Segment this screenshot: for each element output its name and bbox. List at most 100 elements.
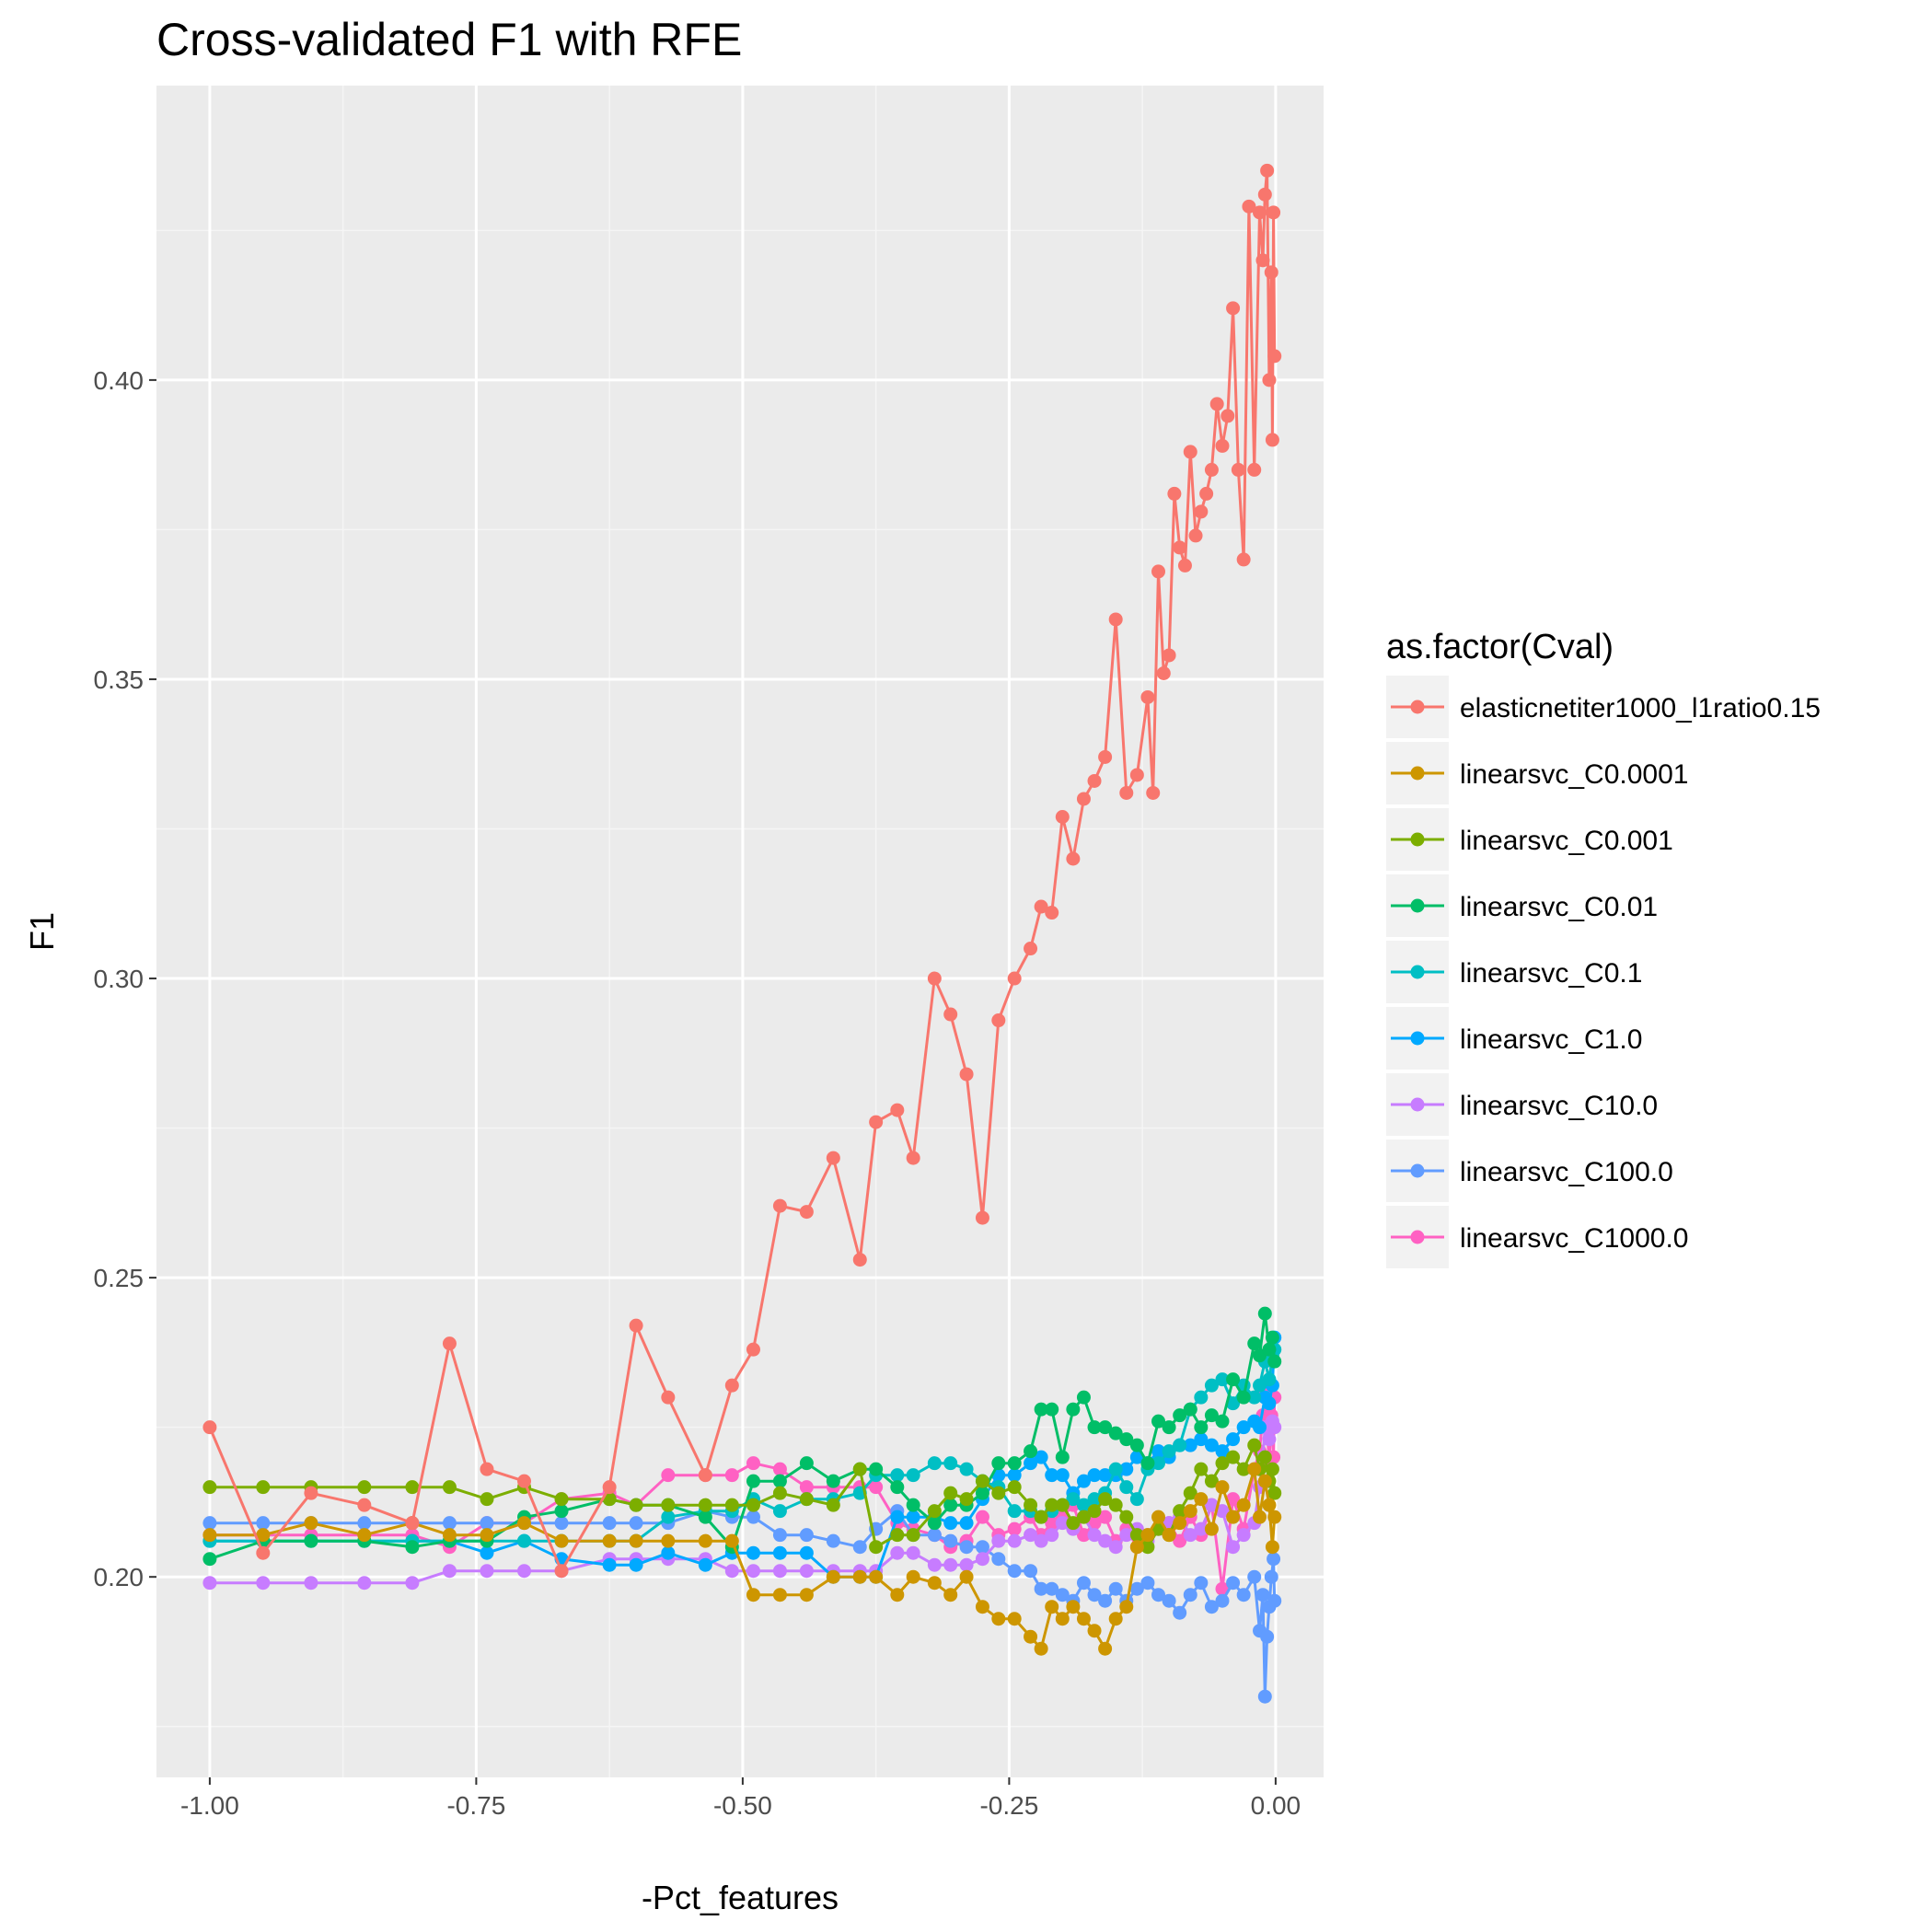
data-point [1253, 1510, 1267, 1524]
data-point [1260, 163, 1275, 178]
data-point [1236, 1588, 1251, 1602]
data-point [357, 1516, 372, 1531]
data-point [1255, 253, 1270, 268]
y-tick-label: 0.40 [94, 366, 145, 395]
data-point [1257, 1474, 1272, 1488]
data-point [661, 1533, 676, 1548]
data-point [852, 1462, 867, 1476]
data-point [1045, 1468, 1059, 1483]
data-point [772, 1474, 787, 1488]
data-point [1215, 1581, 1230, 1596]
legend-key-point [1410, 1230, 1425, 1244]
data-point [698, 1510, 712, 1524]
data-point [772, 1528, 787, 1543]
data-point [1226, 1540, 1241, 1555]
data-point [661, 1468, 676, 1483]
data-point [906, 1498, 920, 1512]
data-point [1119, 1600, 1134, 1614]
legend-key-point [1410, 1097, 1425, 1112]
grid-lines [156, 86, 1324, 1777]
data-point [1183, 1588, 1197, 1602]
x-tick-label: -1.00 [180, 1791, 239, 1820]
legend-item-label: linearsvc_C0.01 [1460, 892, 1658, 922]
data-point [1226, 1576, 1241, 1591]
data-point [202, 1528, 217, 1543]
data-point [602, 1557, 617, 1572]
data-point [890, 1588, 905, 1602]
data-point [1267, 1420, 1282, 1435]
data-point [869, 1462, 884, 1476]
data-point [906, 1569, 920, 1584]
data-point [890, 1510, 905, 1524]
data-point [1183, 445, 1197, 459]
legend-item-label: linearsvc_C10.0 [1460, 1091, 1658, 1121]
legend-key-point [1410, 1163, 1425, 1178]
data-point [202, 1516, 217, 1531]
data-point [202, 1480, 217, 1495]
data-point [1247, 1569, 1262, 1584]
y-tick-label: 0.35 [94, 665, 145, 694]
data-point [1098, 749, 1113, 764]
x-tick-label: -0.75 [446, 1791, 505, 1820]
data-point [357, 1528, 372, 1543]
data-point [1119, 1510, 1134, 1524]
data-point [1236, 1420, 1251, 1435]
data-point [906, 1510, 920, 1524]
data-point [975, 1552, 989, 1567]
data-point [943, 1588, 958, 1602]
data-point [852, 1569, 867, 1584]
data-point [1167, 486, 1182, 501]
data-point [304, 1516, 318, 1531]
data-point [1156, 665, 1171, 680]
data-point [1140, 689, 1155, 704]
data-point [975, 1540, 989, 1555]
data-point [799, 1205, 814, 1220]
data-point [1119, 1528, 1134, 1543]
data-point [1226, 1372, 1241, 1387]
data-point [1188, 528, 1203, 543]
data-point [698, 1498, 712, 1512]
legend-item-label: linearsvc_C0.0001 [1460, 759, 1688, 790]
series-line [209, 1510, 1277, 1698]
data-point [746, 1545, 760, 1560]
data-point [1024, 942, 1038, 956]
data-point [1194, 504, 1209, 519]
data-point [1024, 1498, 1038, 1512]
x-tick-label: -0.50 [713, 1791, 772, 1820]
data-point [1045, 1402, 1059, 1417]
data-point [927, 1456, 942, 1471]
data-point [1173, 1504, 1187, 1519]
series-group [202, 163, 1282, 1579]
data-point [1257, 1450, 1272, 1464]
data-point [256, 1576, 271, 1591]
data-point [959, 1462, 974, 1476]
data-point [943, 1456, 958, 1471]
data-point [1087, 773, 1102, 788]
data-point [1045, 1498, 1059, 1512]
data-point [1236, 1390, 1251, 1405]
data-point [442, 1480, 457, 1495]
data-point [1194, 1390, 1209, 1405]
data-point [799, 1564, 814, 1579]
legend-item-label: linearsvc_C1000.0 [1460, 1223, 1688, 1254]
data-point [1257, 187, 1272, 202]
data-point [772, 1588, 787, 1602]
data-point [554, 1492, 569, 1507]
data-point [1024, 1528, 1038, 1543]
data-point [927, 1528, 942, 1543]
data-point [1257, 1689, 1272, 1704]
data-point [1045, 1528, 1059, 1543]
data-point [1108, 1426, 1123, 1440]
data-point [852, 1540, 867, 1555]
data-point [1098, 1593, 1113, 1608]
series-layer [202, 163, 1282, 1704]
data-point [629, 1557, 643, 1572]
data-point [975, 1210, 989, 1225]
data-point [959, 1067, 974, 1082]
data-point [1173, 1605, 1187, 1620]
data-point [959, 1569, 974, 1584]
data-point [1194, 1420, 1209, 1435]
data-point [975, 1486, 989, 1500]
data-point [698, 1533, 712, 1548]
